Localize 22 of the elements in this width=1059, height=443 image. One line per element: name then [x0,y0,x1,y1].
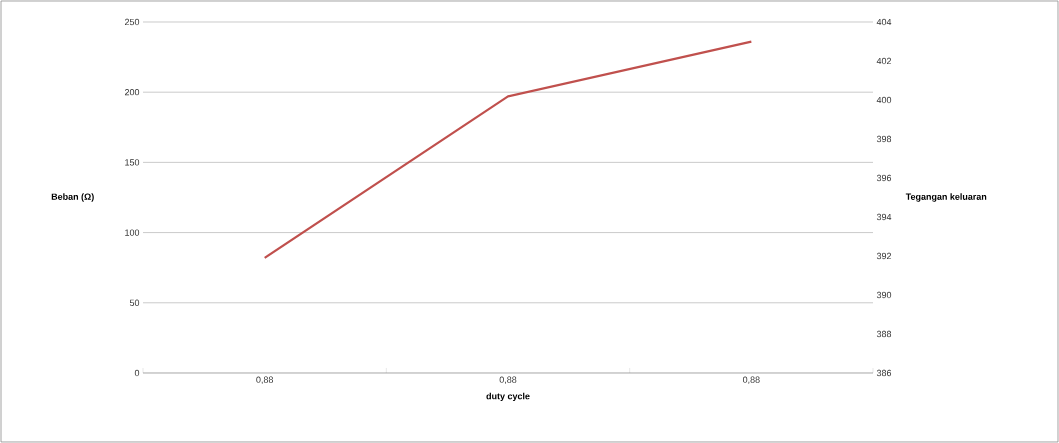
y2-tick-label: 404 [876,18,892,26]
x-tick-label: 0,88 [742,376,760,384]
x-axis-title: duty cycle [486,392,530,402]
y2-tick-label: 394 [876,213,892,221]
y-tick-label: 100 [125,229,140,236]
y2-tick-label: 398 [876,135,892,143]
y-tick-label: 200 [124,89,140,96]
y2-tick-label: 402 [876,57,892,65]
y2-tick-label: 396 [876,174,892,182]
y2-tick-label: 388 [876,330,892,338]
y-tick-label: 0 [134,369,140,377]
y-tick-label: 150 [125,159,140,166]
y2-axis-title: Tegangan keluaran [905,193,987,202]
y2-tick-label: 400 [876,96,892,104]
y2-tick-label: 390 [876,291,892,299]
x-tick-label: 0,88 [256,376,274,384]
y-axis-title: Beban (Ω) [51,193,94,202]
y2-tick-label: 386 [876,369,892,377]
x-tick-label: 0,88 [499,376,517,384]
y2-tick-label: 392 [876,252,892,260]
y-tick-label: 50 [129,299,140,306]
y-tick-label: 250 [124,18,140,26]
